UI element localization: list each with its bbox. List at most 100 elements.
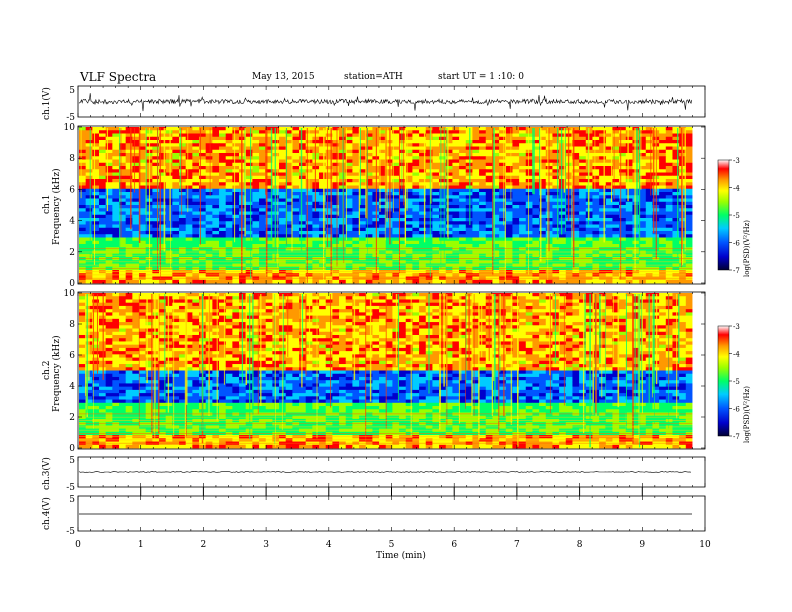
spectrogram-cell [325,185,333,190]
spectrogram-cell [219,182,227,186]
spectrogram-cell [265,214,273,219]
spectrogram-cell [445,231,453,235]
spectrogram-cell [279,221,287,225]
spectrogram-cell [165,143,173,147]
spectrogram-cell [512,234,520,238]
spectrogram-cell [445,146,453,151]
spectrogram-cell [292,205,300,209]
spectrogram-cell [639,175,647,180]
spectrogram-cell [319,240,327,245]
spectrogram-cell [505,302,513,307]
spectrogram-cell [112,201,120,206]
spectrogram-cell [452,305,460,310]
spectrogram-cell [532,214,540,219]
spectrogram-cell [325,195,333,199]
spectrogram-cell [539,244,547,248]
spectrogram-cell [405,221,413,225]
spectrogram-cell [552,133,560,138]
spectrogram-cell [85,143,93,147]
spectrogram-cell [92,175,100,180]
spectrogram-cell [672,172,680,177]
spectrogram-cell [245,244,253,248]
spectrogram-cell [505,240,513,245]
spectrogram-cell [639,169,647,173]
spectrogram-cell [245,156,253,160]
spectrogram-cell [199,279,207,284]
spectrogram-cell [532,211,540,216]
spectrogram-cell [185,146,193,151]
spectrogram-cell [112,244,120,248]
spectrogram-cell [572,130,580,134]
spectrogram-cell [252,127,260,131]
spectrogram-cell [585,221,593,225]
spectrogram-cell [359,237,367,242]
spectrogram-cell [325,136,333,141]
spectrogram-cell [512,237,520,242]
spectrogram-cell [525,166,533,170]
spectrogram-cell [512,185,520,190]
spectrogram-cell [425,182,433,186]
spectrogram-cell [185,182,193,186]
spectrogram-cell [599,293,607,297]
spectrogram-cell [619,253,627,258]
spectrogram-cell [252,140,260,144]
spectrogram-cell [399,175,407,180]
spectrogram-cell [419,185,427,190]
spectrogram-cell [85,221,93,225]
spectrogram-cell [425,201,433,206]
spectrogram-cell [332,237,340,242]
spectrogram-cell [572,231,580,235]
spectrogram-cell [659,240,667,245]
spectrogram-cell [519,208,527,212]
spectrogram-cell [392,153,400,157]
spectrogram-cell [92,195,100,199]
spectrogram-cell [572,127,580,131]
spectrogram-cell [252,143,260,147]
spectrogram-cell [319,224,327,229]
spectrogram-cell [172,237,180,242]
spectrogram-cell [172,182,180,186]
spectrogram-cell [605,192,613,196]
spectrogram-cell [639,231,647,235]
spectrogram-cell [445,218,453,222]
spectrogram-cell [359,231,367,235]
spectrogram-cell [285,195,293,199]
spectrogram-cell [132,130,140,134]
spectrogram-cell [632,198,640,203]
spectrogram-cell [412,146,420,151]
spectrogram-cell [252,162,260,167]
spectrogram-cell [559,247,567,251]
spectrogram-cell [525,192,533,196]
spectrogram-cell [432,185,440,190]
spectrogram-cell [525,185,533,190]
spectrogram-cell [79,179,87,183]
spectrogram-cell [185,143,193,147]
spectrogram-cell [492,185,500,190]
spectrogram-cell [412,227,420,232]
spectrogram-cell [265,227,273,232]
spectrogram-cell [419,127,427,131]
spectrogram-cell [212,182,220,186]
spectrogram-cell [379,195,387,199]
spectrogram-cell [299,244,307,248]
spectrogram-cell [645,153,653,157]
spectrogram-cell [292,153,300,157]
spectrogram-cell [519,218,527,222]
spectrogram-cell [152,253,160,258]
spectrogram-cell [472,172,480,177]
spectrogram-cell [632,299,640,304]
spectrogram-cell [159,279,167,284]
spectrogram-cell [119,175,127,180]
spectrogram-cell [212,214,220,219]
spectrogram-cell [619,185,627,190]
spectrogram-cell [265,302,273,307]
spectrogram-cell [125,130,133,134]
spectrogram-cell [492,240,500,245]
spectrogram-cell [572,302,580,307]
no-data-region [692,127,705,283]
spectrogram-cell [212,159,220,164]
spectrogram-cell [559,185,567,190]
spectrogram-cell [165,162,173,167]
spectrogram-cell [339,293,347,297]
spectrogram-cell [105,127,113,131]
